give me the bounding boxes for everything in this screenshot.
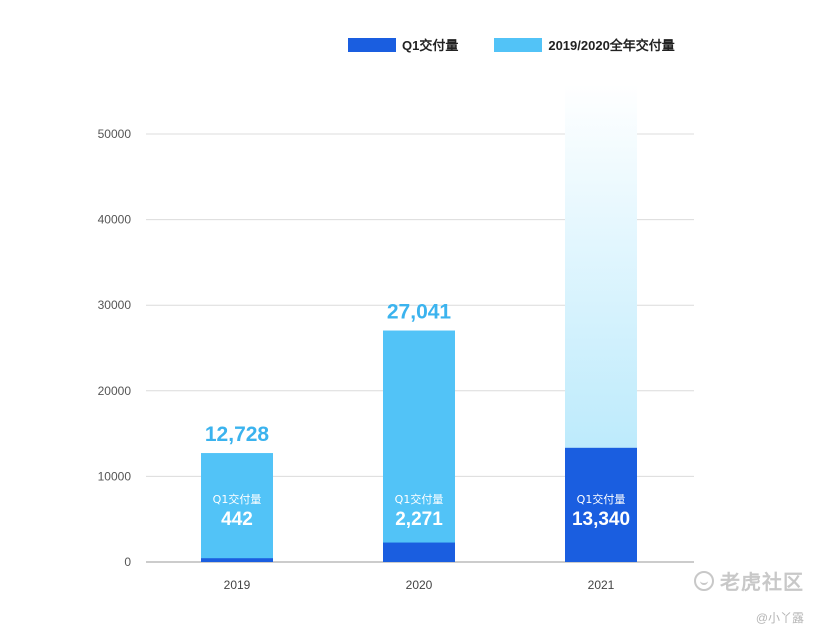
bar-caption: Q1交付量 xyxy=(395,492,444,506)
y-tick-label: 30000 xyxy=(98,298,132,312)
watermark-brand-text: 老虎社区 xyxy=(720,572,804,594)
tiger-logo-icon xyxy=(694,570,714,591)
x-tick-label: 2019 xyxy=(224,578,251,592)
x-tick-label: 2020 xyxy=(406,578,433,592)
watermark: 老虎社区 @小丫露 xyxy=(694,566,804,626)
legend: Q1交付量 2019/2020全年交付量 xyxy=(348,35,711,54)
y-tick-label: 40000 xyxy=(98,213,132,227)
annual-value-label: 27,041 xyxy=(387,301,452,324)
bar-caption: Q1交付量 xyxy=(213,492,262,506)
bars xyxy=(201,84,637,562)
watermark-author: @小丫露 xyxy=(755,611,804,625)
x-tick-label: 2021 xyxy=(588,578,615,592)
bar-annual xyxy=(383,330,455,562)
bar-annual xyxy=(201,453,273,562)
bar-q1 xyxy=(565,447,637,562)
q1-value-label: 13,340 xyxy=(572,509,630,530)
y-tick-label: 50000 xyxy=(98,127,132,141)
bar-caption: Q1交付量 xyxy=(577,492,626,506)
annual-value-label: 12,728 xyxy=(205,423,270,446)
bar-q1 xyxy=(383,542,455,562)
y-tick-label: 20000 xyxy=(98,384,132,398)
data-labels: 12,728 Q1交付量 442 27,041 Q1交付量 2,271 Q1交付量 13,34… xyxy=(205,301,630,530)
x-axis-ticks: 2019 2020 2021 xyxy=(224,578,615,592)
y-tick-label: 0 xyxy=(124,555,131,569)
legend-swatch-annual xyxy=(494,37,543,52)
bar-q1 xyxy=(201,558,273,562)
legend-item-annual[interactable]: 2019/2020全年交付量 xyxy=(494,35,675,54)
legend-item-q1[interactable]: Q1交付量 xyxy=(348,35,458,54)
legend-swatch-q1 xyxy=(348,37,396,52)
watermark-brand: 老虎社区 xyxy=(694,566,804,595)
y-axis-ticks: 0 10000 20000 30000 40000 50000 xyxy=(98,127,132,569)
legend-label-q1: Q1交付量 xyxy=(402,38,459,53)
q1-value-label: 442 xyxy=(221,509,253,530)
legend-label-annual: 2019/2020全年交付量 xyxy=(548,38,675,53)
q1-value-label: 2,271 xyxy=(395,509,443,530)
y-tick-label: 10000 xyxy=(98,469,132,483)
